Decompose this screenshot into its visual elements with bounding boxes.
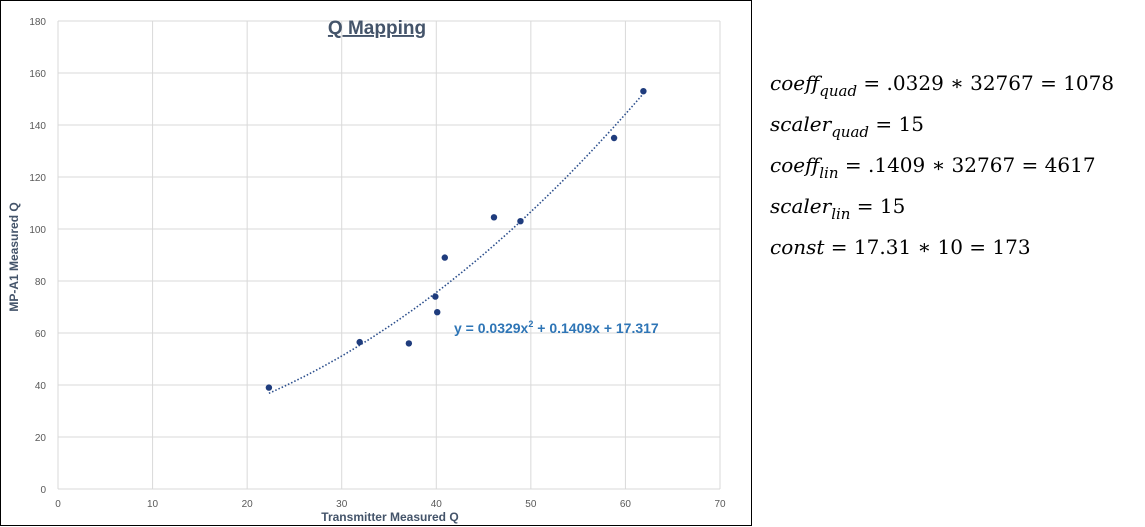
trendline-equation: y = 0.0329x2 + 0.1409x + 17.317 <box>454 319 659 336</box>
formula-expression: = 15 <box>850 194 906 218</box>
tick-labels: 0 20 40 60 80 100 120 140 160 180 0 10 20 30 40 50 60 70 <box>29 17 726 510</box>
formula-subscript: quad <box>831 123 869 141</box>
formula-panel: coeffquad = .0329 ∗ 32767 = 1078 scalerqu… <box>770 68 1142 273</box>
y-tick-label: 100 <box>29 225 46 236</box>
y-tick-label: 60 <box>35 329 47 340</box>
equation-prefix: y = 0.0329x <box>454 320 529 336</box>
formula-variable: scaler <box>770 112 832 136</box>
y-axis-title: MP-A1 Measured Q <box>7 202 21 311</box>
x-tick-label: 20 <box>242 499 254 510</box>
chart-title: Q Mapping <box>328 18 426 39</box>
x-tick-label: 0 <box>55 499 61 510</box>
formula-variable: coeff <box>770 71 820 95</box>
equation-suffix: + 0.1409x + 17.317 <box>533 320 659 336</box>
trendline-layer <box>268 92 645 395</box>
formula-expression: = 17.31 ∗ 10 = 173 <box>824 235 1031 259</box>
y-tick-label: 120 <box>29 173 46 184</box>
x-tick-label: 60 <box>620 499 632 510</box>
formula-expression: = .0329 ∗ 32767 = 1078 <box>857 71 1115 95</box>
formula-variable: const <box>770 235 825 259</box>
data-point <box>432 293 439 300</box>
x-tick-label: 10 <box>147 499 159 510</box>
data-point <box>490 214 498 221</box>
data-point <box>434 309 441 316</box>
y-tick-label: 0 <box>40 485 46 496</box>
data-point <box>265 384 273 391</box>
chart-container: 0 20 40 60 80 100 120 140 160 180 0 10 20 30 40 50 60 70 … <box>0 0 752 526</box>
x-axis-title: Transmitter Measured Q <box>321 510 458 524</box>
formula-variable: coeff <box>770 153 820 177</box>
formula-variable: scaler <box>770 194 832 218</box>
y-tick-label: 80 <box>35 277 47 288</box>
y-tick-label: 20 <box>35 433 47 444</box>
y-tick-label: 180 <box>29 17 46 28</box>
data-point <box>517 218 524 225</box>
formula-line: const = 17.31 ∗ 10 = 173 <box>770 232 1142 273</box>
data-point <box>356 338 363 346</box>
formula-subscript: quad <box>819 82 858 100</box>
data-point <box>610 134 618 142</box>
data-point <box>441 254 448 261</box>
data-point <box>640 88 647 95</box>
formula-line: coefflin = .1409 ∗ 32767 = 4617 <box>770 150 1142 191</box>
y-tick-label: 40 <box>35 381 47 392</box>
equation-exponent: 2 <box>528 319 533 329</box>
y-tick-label: 160 <box>29 69 46 80</box>
x-tick-label: 50 <box>525 499 537 510</box>
data-point <box>405 340 413 347</box>
formula-subscript: lin <box>831 205 851 223</box>
formula-expression: = 15 <box>869 112 924 136</box>
data-points <box>265 88 647 391</box>
x-tick-label: 30 <box>336 499 348 510</box>
formula-line: scalerquad = 15 <box>770 109 1142 150</box>
formula-expression: = .1409 ∗ 32767 = 4617 <box>838 153 1096 177</box>
y-tick-label: 140 <box>29 121 46 132</box>
x-tick-label: 70 <box>714 499 726 510</box>
formula-line: scalerlin = 15 <box>770 191 1142 232</box>
x-tick-label: 40 <box>431 499 443 510</box>
formula-line: coeffquad = .0329 ∗ 32767 = 1078 <box>770 68 1142 109</box>
formula-subscript: lin <box>819 164 839 182</box>
polynomial-trendline <box>268 92 645 395</box>
gridlines <box>57 20 721 490</box>
